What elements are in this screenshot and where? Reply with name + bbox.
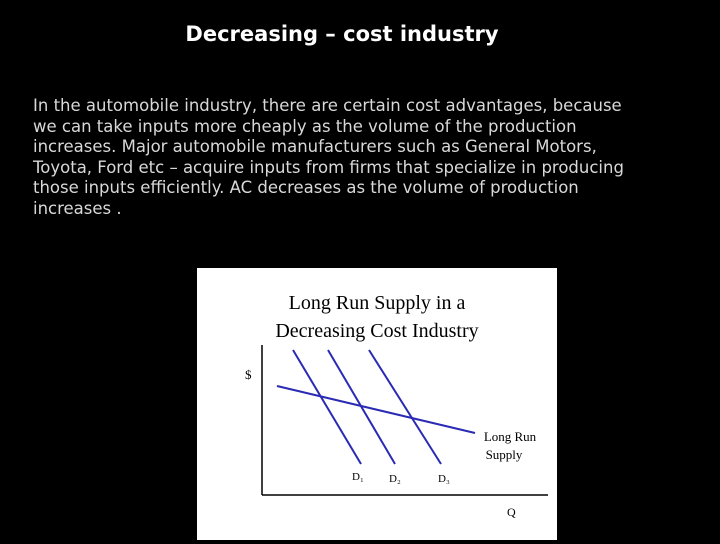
demand-label: D₂ [389, 473, 401, 485]
paragraph: In the automobile industry, there are ce… [33, 96, 624, 220]
demand-line [368, 349, 442, 465]
demand-label: D₁ [352, 471, 364, 483]
paragraph-line: Toyota, Ford etc – acquire inputs from f… [33, 157, 624, 177]
paragraph-line: increases . [33, 198, 122, 218]
demand-line [327, 349, 396, 465]
supply-label: Supply [486, 447, 523, 462]
paragraph-line: we can take inputs more cheaply as the v… [33, 116, 577, 136]
demand-line [292, 349, 362, 465]
supply-line [276, 385, 476, 434]
slide-title: Decreasing – cost industry [185, 22, 499, 46]
y-axis-label: $ [245, 367, 252, 382]
supply-label: Long Run [484, 429, 537, 444]
paragraph-line: In the automobile industry, there are ce… [33, 96, 622, 115]
demand-label: D₃ [438, 473, 450, 485]
figure-title: Long Run Supply in a [289, 292, 466, 314]
paragraph-line: those inputs efficiently. AC decreases a… [33, 178, 579, 198]
figure-title: Decreasing Cost Industry [275, 320, 478, 342]
x-axis-label: Q [507, 505, 516, 519]
diagram: Long Run Supply in a Decreasing Cost Ind… [245, 292, 548, 519]
paragraph-line: increases. Major automobile manufacturer… [33, 137, 597, 157]
figure: Long Run Supply in a Decreasing Cost Ind… [197, 268, 557, 540]
